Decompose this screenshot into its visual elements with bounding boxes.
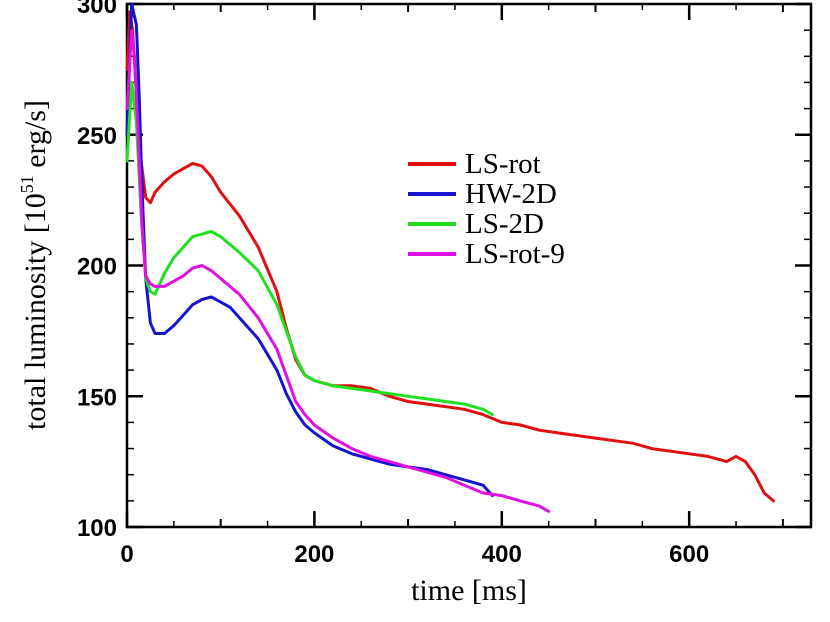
legend-label: LS-rot-9 (465, 238, 565, 270)
y-axis-title: total luminosity [1051 erg/s] (17, 100, 52, 430)
legend-label: LS-rot (465, 148, 541, 180)
y-axis-title-suffix: erg/s] (19, 100, 52, 175)
x-axis-title: time [ms] (411, 574, 527, 607)
series-line-ls-rot (125, 10, 775, 503)
x-tick-label: 400 (482, 541, 522, 568)
y-tick-labels: 100 150 200 250 300 (77, 0, 117, 542)
y-tick-label: 300 (77, 0, 117, 19)
y-tick-label: 100 (77, 515, 117, 542)
axis-ticks (125, 2, 811, 529)
series-line-ls-rot-9 (125, 28, 551, 513)
legend-label: HW-2D (465, 178, 557, 210)
y-tick-label: 200 (77, 254, 117, 281)
legend-label: LS-2D (465, 208, 544, 240)
x-tick-label: 200 (294, 541, 334, 568)
x-tick-labels: 0 200 400 600 (120, 541, 709, 568)
series-lines (125, 2, 775, 513)
y-tick-label: 150 (77, 384, 117, 411)
x-tick-label: 600 (669, 541, 709, 568)
y-axis-title-exponent: 51 (17, 175, 37, 193)
y-tick-label: 250 (77, 123, 117, 150)
x-tick-label: 0 (120, 541, 133, 568)
y-axis-title-prefix: total luminosity [10 (19, 193, 52, 430)
series-line-ls-2d (125, 80, 494, 417)
